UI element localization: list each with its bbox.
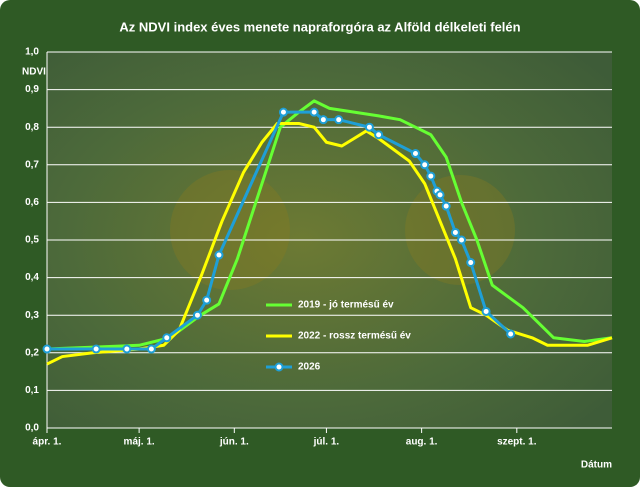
y-tick-label: 0,4 <box>25 272 39 283</box>
y-tick-label: 0,3 <box>25 310 39 321</box>
point <box>364 122 374 132</box>
point <box>441 201 451 211</box>
series-line <box>46 99 613 351</box>
y-tick-label: 0,8 <box>25 122 39 133</box>
y-tick-label: 0,7 <box>25 159 39 170</box>
x-axis-label: Dátum <box>581 460 612 471</box>
y-tick-label: 0,2 <box>25 347 39 358</box>
x-tick-label: szept. 1. <box>497 437 537 448</box>
point <box>202 295 212 305</box>
point <box>91 344 101 354</box>
point <box>42 344 52 354</box>
point <box>420 160 430 170</box>
y-tick-label: 0,9 <box>25 84 39 95</box>
point <box>146 344 156 354</box>
point <box>374 130 384 140</box>
point <box>450 227 460 237</box>
y-tick-label: 0,6 <box>25 197 39 208</box>
x-tick-label: ápr. 1. <box>33 437 62 448</box>
point <box>214 250 224 260</box>
point <box>192 310 202 320</box>
point <box>334 115 344 125</box>
legend-label: 2019 - jó termésű év <box>298 300 394 311</box>
y-tick-label: 0,0 <box>25 423 39 434</box>
point <box>318 115 328 125</box>
point <box>426 171 436 181</box>
y-tick-label: 0,5 <box>25 235 39 246</box>
legend-marker <box>274 362 284 372</box>
x-tick-label: júl. 1. <box>313 437 340 448</box>
point <box>506 329 516 339</box>
point <box>309 107 319 117</box>
y-tick-label: 0,1 <box>25 385 39 396</box>
y-axis-label: NDVI <box>22 67 46 78</box>
y-tick-label: 1,0 <box>25 47 39 58</box>
point <box>162 333 172 343</box>
point <box>466 258 476 268</box>
point <box>122 344 132 354</box>
point <box>457 235 467 245</box>
point <box>278 107 288 117</box>
legend-label: 2026 <box>298 362 321 373</box>
x-tick-label: máj. 1. <box>124 437 155 448</box>
x-tick-label: aug. 1. <box>406 437 438 448</box>
chart-title: Az NDVI index éves menete napraforgóra a… <box>119 19 520 34</box>
point <box>410 149 420 159</box>
point <box>481 306 491 316</box>
point <box>435 190 445 200</box>
legend-label: 2022 - rossz termésű év <box>298 331 411 342</box>
x-tick-label: jún. 1. <box>219 437 249 448</box>
